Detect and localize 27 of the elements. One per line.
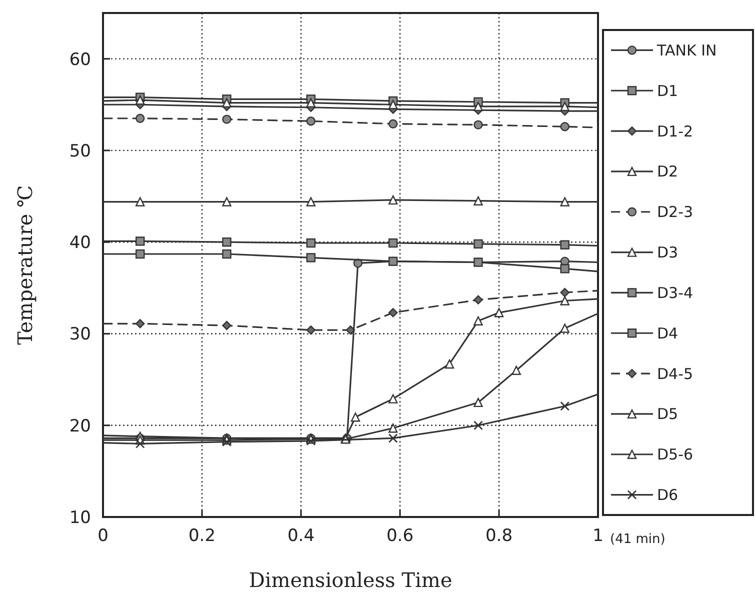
y-tick-label: 10	[69, 508, 91, 528]
y-tick-label: 20	[69, 416, 91, 436]
legend-label: D1-2	[657, 122, 694, 140]
x-tick-label: 0	[98, 526, 108, 546]
legend-label: D2-3	[657, 203, 694, 222]
legend-label: D5-6	[657, 446, 694, 464]
x-tick-label: 0.6	[386, 526, 414, 546]
legend-label: D3-4	[657, 284, 694, 302]
legend-label: TANK IN	[656, 41, 717, 60]
legend-label: D5	[657, 405, 678, 424]
y-tick-label: 40	[69, 233, 91, 254]
x-tick-label: 0.2	[188, 526, 216, 546]
text: (41 min)	[610, 532, 666, 547]
x-tick-label: 0.8	[485, 526, 513, 546]
legend-label: D6	[657, 486, 678, 504]
x-tick-label: 0.4	[287, 526, 315, 546]
y-tick-label: 50	[69, 141, 91, 162]
y-tick-label: 30	[69, 324, 91, 345]
x-axis-title: Dimensionless Time	[248, 568, 452, 592]
y-tick-label: 60	[69, 50, 91, 70]
x-tick-label: 1	[592, 526, 604, 546]
legend-label: D4-5	[657, 364, 694, 383]
legend-label: D4	[657, 324, 678, 342]
legend-label: D1	[657, 82, 678, 100]
y-axis-title: Temperature ℃	[13, 185, 37, 345]
legend-label: D2	[657, 162, 678, 181]
legend-label: D3	[657, 244, 678, 262]
